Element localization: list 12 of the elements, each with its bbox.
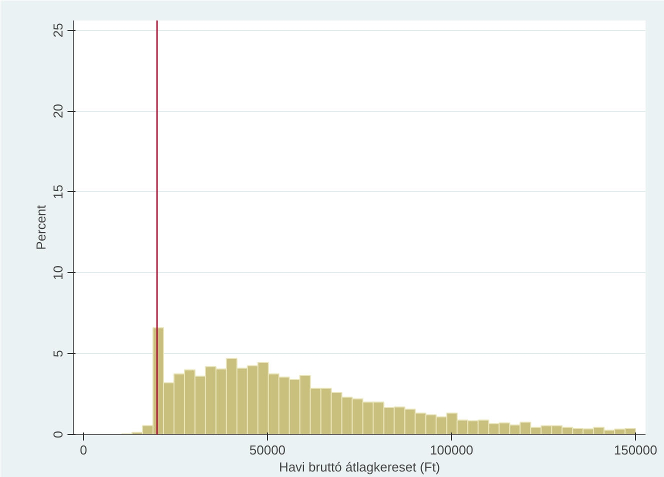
y-tick-label: 20 — [50, 104, 66, 118]
y-tick-label: 15 — [50, 184, 66, 200]
x-tick-label: 0 — [80, 442, 88, 458]
x-axis-title: Havi bruttó átlagkereset (Ft) — [278, 460, 440, 474]
y-tick-label: 0 — [50, 430, 66, 438]
y-tick-label: 5 — [50, 350, 66, 358]
y-tick-label: 10 — [50, 266, 66, 280]
x-tick-label: 100000 — [430, 442, 474, 458]
x-tick-label: 150000 — [614, 442, 658, 458]
y-tick-label: 25 — [50, 22, 66, 38]
y-axis-title: Percent — [34, 204, 48, 250]
x-tick-label: 50000 — [249, 442, 286, 458]
